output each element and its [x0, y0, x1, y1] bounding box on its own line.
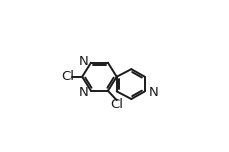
Text: N: N: [148, 86, 158, 99]
Text: Cl: Cl: [61, 70, 74, 83]
Text: N: N: [78, 55, 88, 68]
Text: Cl: Cl: [110, 98, 123, 111]
Text: N: N: [78, 86, 88, 99]
